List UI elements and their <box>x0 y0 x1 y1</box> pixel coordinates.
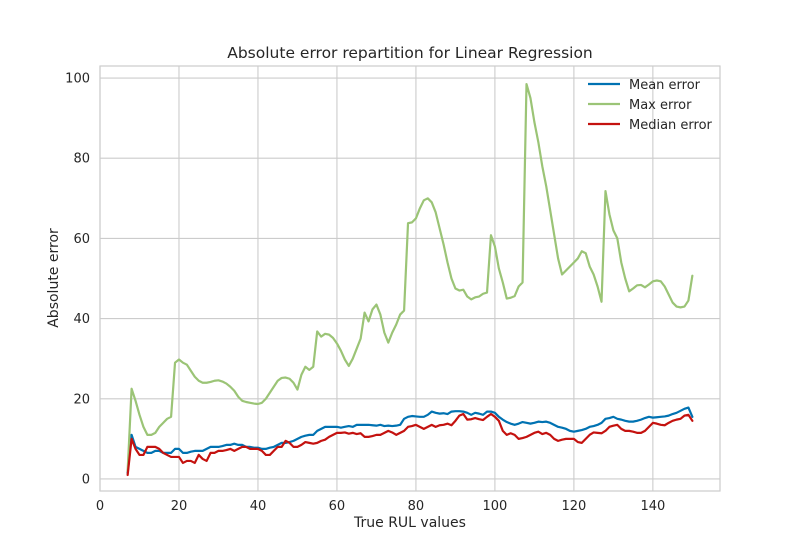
grid <box>99 66 720 491</box>
y-tick-label: 0 <box>82 472 90 487</box>
y-tick-label: 80 <box>73 152 90 167</box>
y-tick-label: 40 <box>73 312 90 327</box>
x-axis-label: True RUL values <box>353 515 466 531</box>
x-tick-label: 100 <box>482 499 507 514</box>
legend: Mean error Max error Median error <box>588 78 713 133</box>
series-lines <box>126 82 694 477</box>
legend-label-max-error: Max error <box>629 98 692 113</box>
x-tick-label: 20 <box>171 499 188 514</box>
y-tick-label: 60 <box>73 232 90 247</box>
x-tick-label: 40 <box>250 499 267 514</box>
x-axis-ticks: 0 20 40 60 80 100 120 140 <box>96 499 665 514</box>
series-line-median-error <box>126 412 694 477</box>
chart-title: Absolute error repartition for Linear Re… <box>227 44 593 62</box>
legend-label-median-error: Median error <box>629 118 713 133</box>
x-tick-label: 120 <box>561 499 586 514</box>
x-tick-label: 140 <box>640 499 665 514</box>
x-tick-label: 60 <box>329 499 346 514</box>
y-tick-label: 100 <box>65 72 90 87</box>
x-tick-label: 0 <box>96 499 104 514</box>
series-line-mean-error <box>126 406 694 475</box>
plot-frame <box>99 65 721 492</box>
legend-label-mean-error: Mean error <box>629 78 701 93</box>
y-tick-label: 20 <box>73 392 90 407</box>
plot-background <box>100 66 720 491</box>
x-tick-label: 80 <box>408 499 425 514</box>
y-axis-ticks: 0 20 40 60 80 100 <box>65 72 90 488</box>
y-axis-label: Absolute error <box>46 228 62 328</box>
series-line-max-error <box>126 82 694 473</box>
